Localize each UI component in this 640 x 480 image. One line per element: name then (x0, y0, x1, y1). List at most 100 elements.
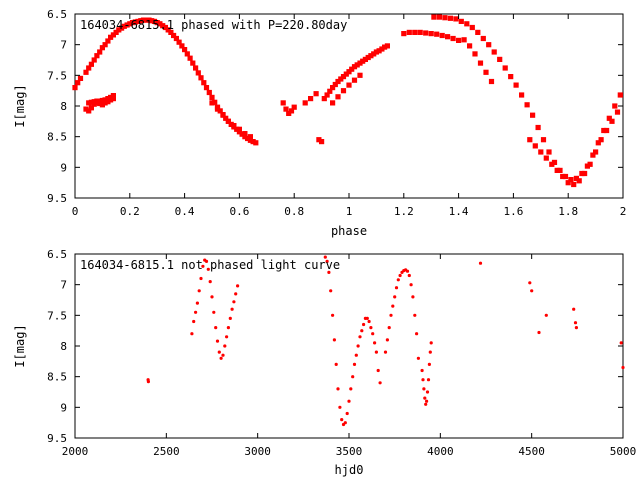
data-point (124, 22, 130, 28)
data-point (228, 316, 232, 320)
data-point (102, 42, 108, 48)
x-tick-label: 1 (346, 205, 353, 218)
data-point (225, 335, 229, 339)
data-point (121, 23, 127, 29)
data-point (420, 368, 424, 373)
x-tick-label: 2500 (153, 445, 180, 458)
data-point (108, 97, 114, 103)
data-point (204, 259, 209, 263)
data-point (110, 93, 116, 99)
data-point (590, 152, 596, 158)
x-tick-label: 0.2 (120, 205, 140, 218)
data-point (234, 292, 238, 296)
data-point (91, 101, 97, 107)
data-point (467, 43, 473, 49)
data-point (396, 278, 400, 282)
data-point (102, 97, 108, 103)
data-point (571, 181, 577, 188)
data-point (351, 64, 358, 70)
data-point (194, 310, 198, 314)
data-point (316, 137, 322, 143)
data-point (225, 118, 231, 124)
x-tick-label: 1.2 (394, 205, 414, 218)
data-point (362, 322, 366, 327)
data-point (212, 99, 218, 105)
data-point (365, 316, 369, 320)
data-point (72, 85, 78, 91)
x-tick-label: 3000 (244, 445, 271, 458)
x-tick-label: 0.8 (284, 205, 304, 218)
y-axis-label: I[mag] (13, 84, 27, 127)
x-axis-label: hjd0 (335, 463, 364, 477)
data-point (532, 143, 538, 149)
y-tick-label: 8.5 (47, 371, 67, 384)
data-point (86, 108, 92, 114)
x-tick-label: 2000 (62, 445, 89, 458)
data-point (129, 20, 136, 26)
data-point (347, 399, 351, 403)
phased-light-curve-panel: 0 0.2 0.4 0.6 0.8 1 1.2 1.4 1.6 1.8 2 6.5 7 7.5 8 8.5 9… (13, 8, 626, 238)
data-point (217, 350, 221, 354)
data-point (340, 74, 347, 80)
data-point (325, 259, 329, 263)
data-point (160, 23, 166, 29)
data-point (406, 29, 412, 35)
data-point (475, 29, 481, 35)
data-point (97, 100, 103, 107)
x-tick-label: 2 (620, 205, 627, 218)
data-point (247, 134, 253, 140)
data-point (288, 108, 295, 114)
data-point (609, 118, 615, 124)
data-point (546, 149, 552, 155)
data-point (210, 295, 214, 299)
data-point (439, 32, 445, 39)
data-point (427, 362, 431, 366)
data-point (574, 326, 579, 330)
data-point (606, 115, 612, 121)
data-point (214, 326, 218, 330)
data-point (365, 54, 371, 61)
data-point (464, 21, 470, 27)
data-point (582, 170, 588, 177)
data-point (77, 75, 84, 81)
data-point (236, 284, 240, 288)
data-point (91, 57, 97, 63)
data-point (405, 269, 410, 273)
data-point (99, 102, 105, 108)
data-point (195, 70, 201, 76)
data-point (332, 338, 336, 342)
data-point (614, 109, 621, 115)
data-point (358, 335, 362, 339)
data-point (330, 85, 336, 91)
data-point (105, 38, 111, 44)
y-tick-label: 7 (60, 39, 67, 52)
data-point (201, 264, 205, 268)
data-point (220, 112, 226, 118)
data-point (360, 58, 366, 64)
data-point (387, 326, 391, 330)
data-point (154, 20, 160, 26)
data-point (190, 60, 196, 66)
y-tick-label: 7 (60, 279, 67, 292)
data-point (379, 46, 385, 52)
data-point (192, 319, 196, 324)
data-point (528, 281, 532, 285)
data-point (187, 55, 193, 61)
data-point (351, 375, 355, 379)
data-point (360, 329, 364, 333)
data-point (182, 47, 188, 53)
x-tick-label: 3500 (336, 445, 363, 458)
data-point (371, 332, 375, 336)
data-point (313, 91, 319, 97)
x-tick-label: 4000 (427, 445, 454, 458)
data-point (116, 27, 122, 33)
data-point (544, 313, 548, 317)
data-point (374, 350, 378, 354)
data-point (242, 131, 248, 137)
x-tick-label: 1.6 (503, 205, 523, 218)
data-point (94, 100, 100, 106)
data-point (346, 82, 352, 88)
data-point (491, 49, 497, 55)
data-point (239, 131, 245, 137)
x-tick-label: 5000 (610, 445, 637, 458)
